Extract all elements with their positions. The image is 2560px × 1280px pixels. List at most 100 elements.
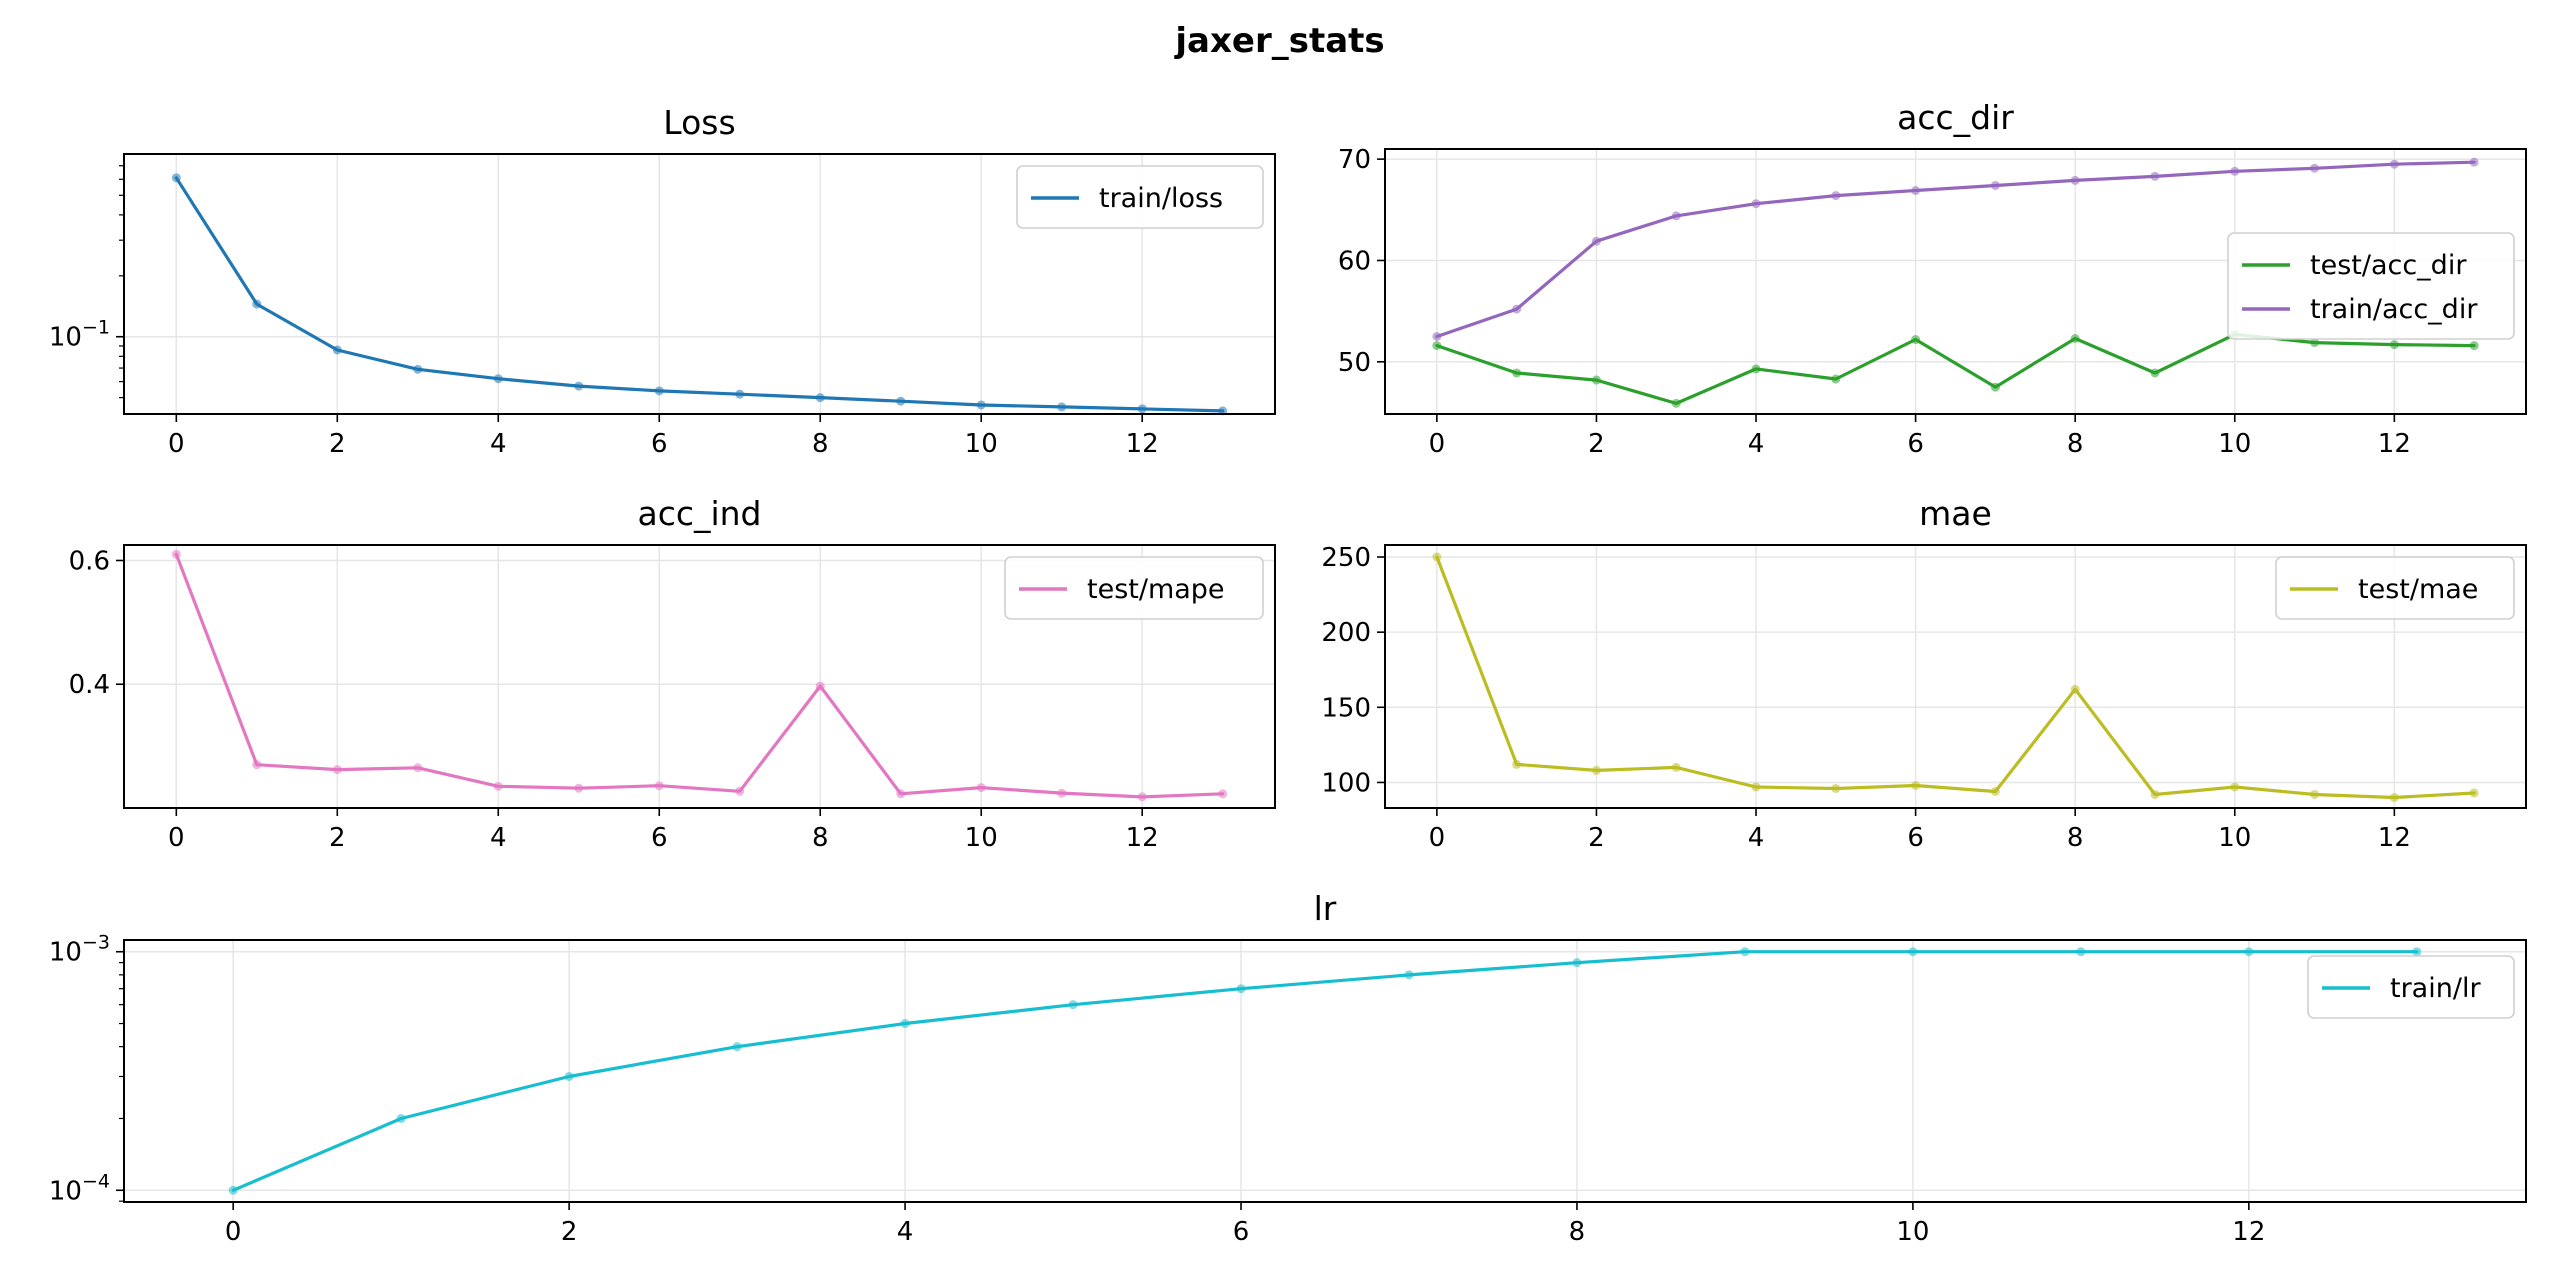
data-point — [171, 549, 181, 559]
x-tick-label: 0 — [225, 1217, 242, 1247]
series-line-test/mape — [174, 552, 1225, 799]
data-point — [1908, 947, 1918, 957]
data-point — [2150, 171, 2160, 181]
data-point — [896, 396, 906, 406]
x-tick-label: 0 — [1429, 823, 1446, 853]
data-point — [2412, 947, 2422, 957]
x-tick-label: 2 — [1588, 429, 1605, 459]
x-tick-label: 4 — [490, 429, 507, 459]
series-line-train/acc_dir — [1435, 160, 2476, 339]
data-point — [171, 173, 181, 183]
data-point — [976, 400, 986, 410]
data-point — [1751, 364, 1761, 374]
x-tick-label: 0 — [168, 823, 185, 853]
data-point — [1512, 759, 1522, 769]
data-point — [2310, 338, 2320, 348]
x-tick-label: 10 — [2218, 429, 2251, 459]
data-point — [2150, 789, 2160, 799]
x-tick-label: 8 — [812, 823, 829, 853]
x-tick-label: 2 — [561, 1217, 578, 1247]
data-point — [1512, 368, 1522, 378]
data-point — [332, 765, 342, 775]
series-line-test/mae — [1435, 555, 2476, 800]
data-point — [564, 1071, 574, 1081]
legend: test/mape — [1004, 556, 1264, 620]
axes-title: lr — [1314, 889, 1337, 928]
data-point — [1911, 780, 1921, 790]
x-tick-label: 12 — [2232, 1217, 2265, 1247]
x-tick-label: 6 — [651, 429, 668, 459]
data-point — [2389, 159, 2399, 169]
data-point — [2244, 947, 2254, 957]
axes-frame — [1384, 148, 2527, 415]
data-point — [1831, 191, 1841, 201]
x-tick-label: 8 — [2067, 429, 2084, 459]
data-point — [2070, 334, 2080, 344]
data-point — [900, 1019, 910, 1029]
x-tick-label: 6 — [1907, 429, 1924, 459]
axes-frame — [123, 153, 1276, 415]
x-tick-label: 12 — [2378, 823, 2411, 853]
y-tick-label: 70 — [1338, 145, 1371, 175]
x-tick-label: 6 — [1907, 823, 1924, 853]
data-point — [252, 760, 262, 770]
data-point — [1990, 382, 2000, 392]
legend-label: test/acc_dir — [2310, 250, 2467, 281]
data-point — [815, 393, 825, 403]
data-point — [2070, 175, 2080, 185]
data-point — [493, 374, 503, 384]
data-point — [1740, 947, 1750, 957]
axes-title: acc_dir — [1897, 98, 2014, 137]
axes-frame — [123, 939, 2527, 1203]
x-tick-label: 2 — [1588, 823, 1605, 853]
series-line-train/loss — [174, 176, 1225, 413]
x-tick-label: 10 — [2218, 823, 2251, 853]
axes-container: Loss 0 2 4 6 8 10 12 10−1 train/loss acc_dir 0 2 4 6 8 1… — [49, 98, 2527, 1247]
data-point — [2230, 166, 2240, 176]
data-point — [252, 299, 262, 309]
legend-label: train/acc_dir — [2310, 294, 2478, 325]
data-point — [413, 763, 423, 773]
data-point — [574, 381, 584, 391]
data-point — [1911, 335, 1921, 345]
figure-title: jaxer_stats — [1173, 21, 1384, 61]
data-point — [1432, 331, 1442, 341]
axes-title: Loss — [663, 103, 735, 142]
x-tick-label: 4 — [490, 823, 507, 853]
data-point — [1911, 186, 1921, 196]
legend: train/lr — [2307, 955, 2515, 1019]
legend-box — [2227, 232, 2515, 340]
data-point — [2310, 163, 2320, 173]
axes-loss: Loss 0 2 4 6 8 10 12 10−1 train/loss — [49, 103, 1276, 459]
x-tick-label: 10 — [1896, 1217, 1929, 1247]
x-tick-label: 12 — [2378, 429, 2411, 459]
data-point — [1218, 789, 1228, 799]
data-point — [1432, 552, 1442, 562]
data-point — [2150, 368, 2160, 378]
axes-mae: mae 0 2 4 6 8 10 12 100 150 200 250 test/mae — [1321, 494, 2527, 853]
data-point — [1990, 786, 2000, 796]
legend-label: test/mae — [2358, 574, 2478, 605]
data-point — [654, 781, 664, 791]
y-tick-label: 150 — [1321, 693, 1371, 723]
legend-box — [2275, 556, 2515, 620]
legend: test/mae — [2275, 556, 2515, 620]
data-point — [735, 786, 745, 796]
data-point — [2389, 792, 2399, 802]
legend-label: train/loss — [1099, 183, 1223, 214]
axes-acc_ind: acc_ind 0 2 4 6 8 10 12 0.4 0.6 test/mape — [69, 494, 1276, 853]
y-tick-label: 0.4 — [69, 670, 110, 700]
legend-box — [1004, 556, 1264, 620]
data-point — [1751, 199, 1761, 209]
data-point — [493, 781, 503, 791]
data-point — [1512, 304, 1522, 314]
x-tick-label: 4 — [1748, 429, 1765, 459]
x-tick-label: 8 — [1569, 1217, 1586, 1247]
data-point — [735, 389, 745, 399]
legend-label: test/mape — [1087, 574, 1225, 605]
data-point — [1137, 792, 1147, 802]
y-tick-label: 10−3 — [49, 932, 110, 968]
data-point — [732, 1042, 742, 1052]
data-point — [332, 345, 342, 355]
